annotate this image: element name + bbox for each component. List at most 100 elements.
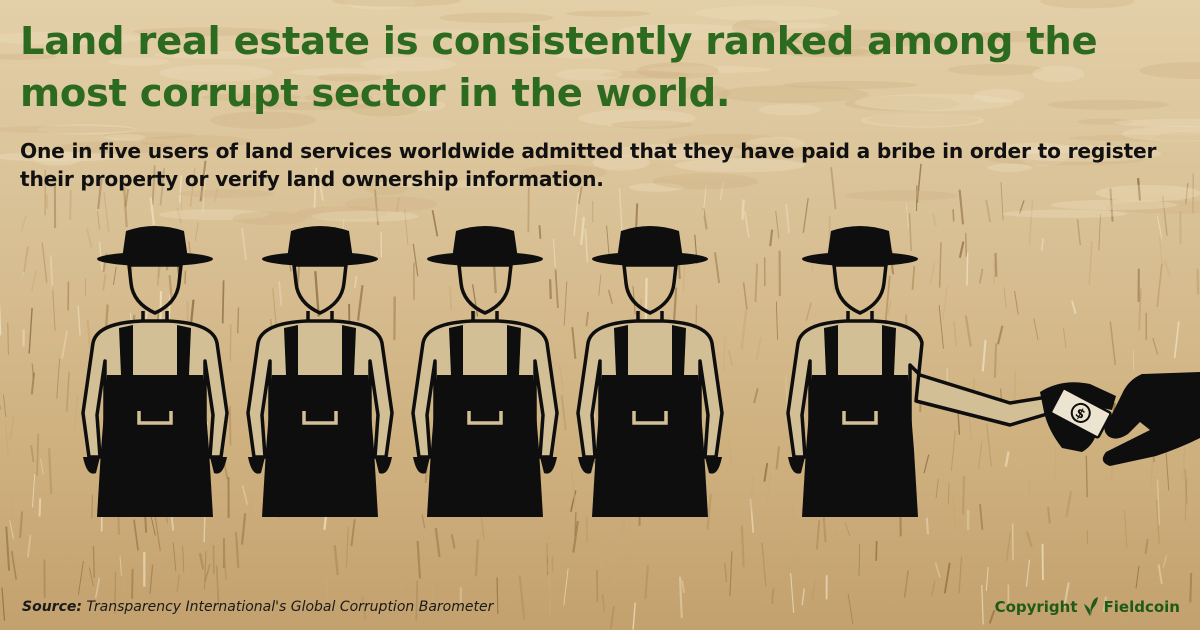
field-haze: [344, 196, 438, 212]
wheat-stalk: [151, 165, 156, 205]
wheat-stalk: [552, 238, 556, 268]
wheat-stalk: [1189, 572, 1193, 603]
field-haze: [844, 96, 960, 112]
wheat-stalk: [916, 163, 922, 203]
wheat-stalk: [38, 498, 42, 517]
wheat-stalk: [570, 490, 577, 512]
wheat-stalk: [30, 270, 38, 292]
wheat-stalk: [450, 534, 456, 549]
wheat-stalk: [434, 527, 441, 558]
wheat-stalk: [740, 309, 748, 350]
wheat-stalk: [356, 285, 364, 321]
wheat-stalk: [923, 454, 930, 474]
wheat-stalk: [1185, 183, 1189, 204]
wheat-stalk: [938, 242, 942, 288]
wheat-stalk: [278, 281, 283, 306]
wheat-stalk: [345, 526, 349, 568]
wheat-stalk: [221, 280, 225, 324]
field-haze: [153, 51, 302, 59]
field-haze: [1077, 118, 1134, 125]
wheat-stalk: [981, 339, 987, 372]
wheat-stalk: [599, 529, 604, 571]
field-haze: [296, 206, 388, 220]
wheat-stalk: [122, 554, 127, 597]
field-haze: [600, 70, 690, 79]
wheat-stalk: [103, 191, 110, 233]
wheat-stalk: [723, 334, 726, 373]
field-haze: [674, 158, 806, 173]
wheat-stalk: [1109, 321, 1117, 366]
wheat-stalk: [911, 266, 916, 290]
wheat-stalk: [1003, 287, 1007, 309]
field-haze: [495, 35, 553, 42]
wheat-stalk: [981, 584, 984, 625]
wheat-stalk: [248, 496, 254, 517]
wheat-stalk: [421, 514, 426, 529]
wheat-stalk: [23, 246, 29, 273]
wheat-stalk: [929, 261, 936, 285]
wheat-stalk: [1102, 596, 1107, 612]
wheat-stalk: [1, 587, 6, 621]
wheat-stalk: [1124, 510, 1128, 549]
wheat-stalk: [1184, 468, 1188, 505]
wheat-stalk: [847, 593, 854, 625]
field-haze: [0, 151, 124, 162]
field-haze: [971, 30, 1064, 43]
wheat-stalk: [618, 187, 623, 233]
wheat-stalk: [1019, 200, 1025, 214]
wheat-stalk: [449, 286, 453, 311]
field-haze: [1002, 209, 1128, 218]
field-haze: [973, 89, 1025, 103]
wheat-stalk: [1028, 200, 1034, 245]
wheat-stalk: [727, 350, 733, 366]
wheat-stalk: [619, 517, 627, 540]
wheat-stalk: [571, 327, 577, 359]
field-haze: [383, 29, 493, 36]
wheat-stalk: [7, 322, 9, 355]
wheat-stalk: [1071, 300, 1077, 314]
field-haze: [854, 93, 1014, 112]
wheat-stalk: [1014, 290, 1019, 315]
field-haze: [947, 64, 1044, 76]
wheat-stalk: [333, 545, 339, 576]
wheat-stalk: [404, 209, 409, 246]
wheat-stalk: [180, 186, 183, 215]
field-haze: [614, 24, 755, 41]
wheat-stalk: [204, 551, 207, 590]
wheat-stalk: [149, 564, 154, 594]
wheat-stalk: [753, 388, 759, 404]
wheat-stalk: [805, 302, 812, 321]
wheat-stalk: [1033, 318, 1039, 341]
field-haze: [860, 113, 985, 128]
field-haze: [547, 44, 608, 59]
wheat-stalk: [133, 519, 139, 551]
wheat-stalk: [754, 263, 759, 302]
wheat-stalk: [905, 203, 909, 229]
field-haze: [720, 143, 813, 160]
wheat-stalk: [73, 395, 79, 431]
wheat-stalk: [952, 209, 955, 222]
wheat-stalk: [985, 567, 989, 592]
wheat-stalk: [775, 301, 778, 340]
headline: Land real estate is consistently ranked …: [20, 19, 1098, 116]
wheat-stalk: [61, 330, 68, 359]
wheat-stalk: [994, 252, 998, 277]
field-haze: [732, 18, 782, 37]
wheat-stalk: [790, 572, 795, 613]
hand-with-money-icon: $: [1040, 382, 1116, 452]
field-haze: [304, 93, 374, 103]
wheat-stalk: [749, 498, 755, 533]
wheat-stalk: [114, 572, 117, 614]
wheat-stalk: [802, 197, 809, 233]
wheat-stalk: [122, 187, 128, 228]
wheat-stalk: [964, 315, 972, 347]
wheat-stalk: [102, 253, 108, 273]
wheat-stalk: [558, 364, 564, 390]
wheat-stalk: [741, 199, 745, 220]
wheat-stalk: [938, 305, 944, 349]
field-haze: [133, 27, 282, 36]
wheat-stalk: [962, 476, 965, 515]
wheat-stalk: [775, 210, 780, 239]
wheat-stalk: [240, 227, 248, 261]
